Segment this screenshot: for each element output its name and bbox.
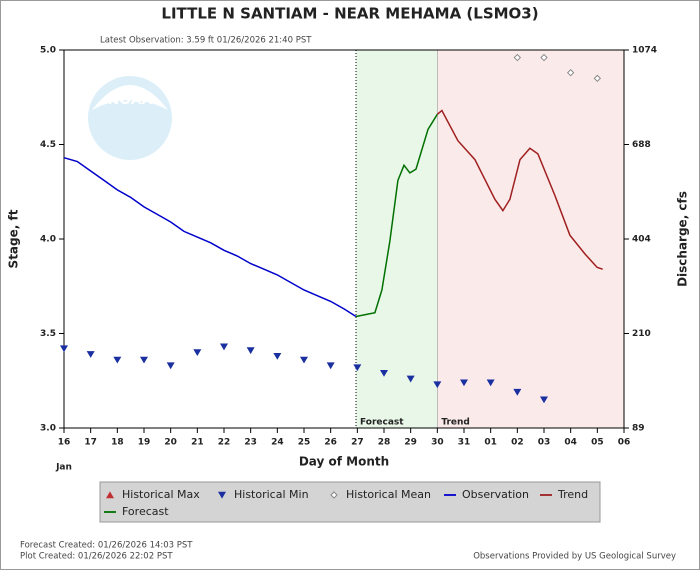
y-tick-label: 5.0 (40, 46, 56, 56)
legend-label: Historical Min (234, 488, 309, 501)
subtitle: Latest Observation: 3.59 ft 01/26/2026 2… (100, 36, 312, 46)
min-marker (486, 379, 495, 387)
region (437, 50, 624, 428)
y-tick-label: 4.5 (40, 140, 56, 150)
min-marker (220, 343, 228, 351)
series-line (355, 113, 438, 318)
series-line (436, 109, 603, 270)
logo: NOAA (88, 76, 172, 160)
min-marker (460, 379, 468, 387)
min-marker (246, 347, 255, 355)
min-marker (193, 349, 202, 356)
x-tick-label: 23 (244, 438, 257, 448)
min-marker (140, 356, 148, 364)
footer: Observations Provided by US Geological S… (473, 552, 676, 562)
y2-tick-label: 688 (632, 140, 651, 150)
y2-tick-label: 89 (632, 424, 645, 434)
y-axis-label: Stage, ft (7, 209, 21, 268)
y2-tick-label: 1074 (632, 46, 657, 56)
legend-label: Forecast (122, 505, 169, 518)
legend-label: Historical Mean (346, 488, 431, 501)
min-marker (540, 396, 548, 404)
min-marker (86, 351, 95, 358)
logo-text: NOAA (108, 92, 153, 108)
min-marker (273, 352, 282, 360)
legend-label: Trend (557, 488, 588, 501)
legend-swatch (106, 491, 114, 499)
y-tick-label: 4.0 (40, 235, 56, 245)
x-tick-label: 26 (324, 438, 337, 448)
min-marker (513, 388, 522, 396)
region-label: Forecast (360, 418, 404, 428)
footer: Forecast Created: 01/26/2026 14:03 PST (20, 541, 193, 551)
y-tick-label: 3.0 (40, 424, 56, 434)
y-tick-label: 3.5 (40, 329, 56, 339)
month-label: Jan (55, 463, 72, 473)
legend (99, 481, 601, 523)
region-label: Trend (441, 418, 470, 428)
mean-marker (513, 53, 522, 62)
legend-label: Historical Max (122, 488, 200, 501)
x-tick-label: 02 (511, 438, 524, 448)
y2-tick-label: 404 (632, 235, 651, 245)
x-tick-label: 16 (58, 438, 71, 448)
x-tick-label: 29 (404, 438, 417, 448)
x-tick-label: 01 (484, 438, 497, 448)
y2-axis-label: Discharge, cfs (676, 191, 690, 287)
y2-tick-label: 210 (632, 329, 651, 339)
x-tick-label: 04 (564, 438, 577, 448)
x-tick-label: 18 (111, 438, 124, 448)
x-tick-label: 19 (138, 438, 151, 448)
x-tick-label: 31 (458, 438, 471, 448)
x-tick-label: 28 (378, 438, 391, 448)
x-tick-label: 25 (298, 438, 311, 448)
x-tick-label: 27 (351, 438, 364, 448)
min-marker (166, 362, 175, 370)
mean-marker (540, 53, 548, 62)
legend-label: Observation (462, 488, 529, 501)
x-tick-label: 20 (164, 438, 177, 448)
min-marker (326, 362, 335, 370)
min-marker (60, 345, 68, 353)
mean-marker (566, 68, 575, 77)
x-tick-label: 24 (271, 438, 284, 448)
legend-swatch (330, 491, 338, 499)
x-tick-label: 06 (618, 438, 631, 448)
x-tick-label: 22 (218, 438, 231, 448)
footer: Plot Created: 01/26/2026 22:02 PST (20, 552, 173, 562)
min-marker (113, 356, 122, 364)
chart-title: LITTLE N SANTIAM - NEAR MEHAMA (LSMO3) (161, 5, 538, 23)
min-marker (300, 356, 308, 364)
x-tick-label: 17 (84, 438, 97, 448)
x-tick-label: 03 (538, 438, 551, 448)
x-tick-label: 05 (591, 438, 604, 448)
min-marker (380, 369, 388, 377)
min-marker (406, 375, 415, 383)
mean-marker (593, 74, 602, 83)
legend-swatch (218, 491, 226, 499)
region (356, 50, 438, 428)
x-tick-label: 21 (191, 438, 204, 448)
x-tick-label: 30 (431, 438, 444, 448)
min-marker (353, 364, 362, 372)
x-axis-label: Day of Month (299, 455, 389, 469)
series-line (63, 156, 357, 318)
min-marker (433, 381, 442, 389)
